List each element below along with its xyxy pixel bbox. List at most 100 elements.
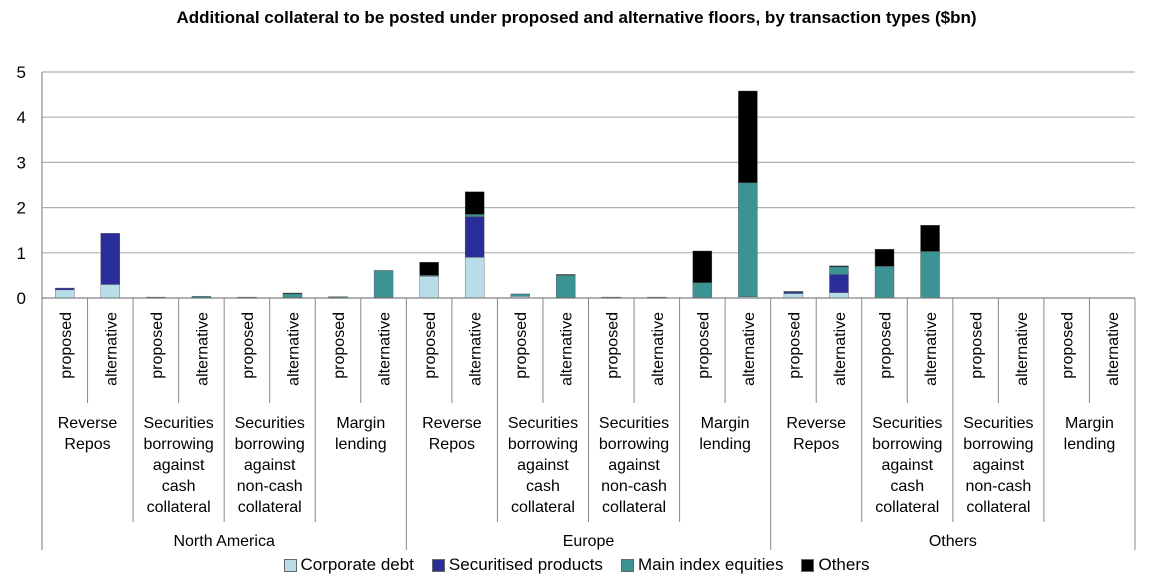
region-label: Europe [563, 533, 615, 550]
transaction-type-label: lending [699, 436, 751, 453]
legend-item: Securitised products [431, 555, 603, 575]
transaction-type-label: cash [890, 478, 924, 495]
legend-item: Main index equities [620, 555, 784, 575]
bar-segment [55, 289, 75, 299]
transaction-type-label: collateral [602, 499, 666, 516]
bar-segment [100, 233, 121, 285]
floor-label: alternative [377, 312, 394, 386]
transaction-type-label: Reverse [58, 415, 118, 432]
bar-segment [829, 265, 849, 268]
floor-label: alternative [285, 312, 302, 386]
transaction-type-label: borrowing [599, 436, 669, 453]
bar-segment [692, 250, 713, 283]
transaction-type-label: non-cash [601, 478, 667, 495]
floor-label: alternative [1105, 312, 1122, 386]
transaction-type-label: borrowing [143, 436, 213, 453]
transaction-type-label: against [881, 457, 933, 474]
bar-segment [920, 225, 940, 252]
transaction-type-label: Securities [872, 415, 942, 432]
floor-label: proposed [695, 312, 712, 379]
bar-segment [692, 282, 713, 298]
transaction-type-label: lending [1064, 436, 1116, 453]
floor-label: alternative [468, 312, 485, 386]
floor-label: proposed [422, 312, 439, 379]
bar-segment [783, 291, 804, 293]
transaction-type-label: Margin [701, 415, 750, 432]
floor-label: alternative [650, 312, 667, 386]
transaction-type-label: borrowing [508, 436, 578, 453]
transaction-type-label: collateral [147, 499, 211, 516]
transaction-type-label: Securities [144, 415, 214, 432]
bar-segment [874, 266, 895, 299]
transaction-type-label: lending [335, 436, 387, 453]
transaction-type-label: cash [526, 478, 560, 495]
transaction-type-label: against [608, 457, 660, 474]
bar-segment [282, 292, 303, 295]
bar-segment [829, 266, 849, 275]
floor-label: proposed [878, 312, 895, 379]
y-tick-label: 3 [17, 153, 26, 172]
bar-segment [328, 296, 348, 298]
transaction-type-label: Reverse [422, 415, 482, 432]
transaction-type-label: Repos [429, 436, 475, 453]
floor-label: proposed [604, 312, 621, 379]
bar-segment [282, 293, 303, 298]
floor-label: proposed [331, 312, 348, 379]
bar-segment [738, 182, 758, 297]
transaction-type-label: collateral [238, 499, 302, 516]
legend-label: Others [818, 555, 870, 574]
transaction-type-label: against [244, 457, 296, 474]
legend-label: Securitised products [448, 555, 603, 574]
transaction-type-label: non-cash [237, 478, 303, 495]
floor-label: proposed [969, 312, 986, 379]
bar-segment [419, 262, 439, 276]
category-labels: proposed alternative proposed alternative pr… [58, 312, 1122, 550]
floor-label: alternative [559, 312, 576, 386]
floor-label: alternative [741, 312, 758, 386]
bar-segment [191, 295, 212, 298]
bar-segment [829, 292, 849, 299]
legend-label: Main index equities [637, 555, 784, 574]
legend-item: Others [801, 555, 870, 575]
bar-segment [738, 90, 758, 183]
transaction-type-label: Repos [793, 436, 839, 453]
bar-segment [464, 214, 485, 217]
floor-label: alternative [832, 312, 849, 386]
floor-label: proposed [1060, 312, 1077, 379]
bar-segment [783, 293, 804, 299]
transaction-type-label: against [973, 457, 1025, 474]
y-tick-label: 4 [17, 108, 26, 127]
floor-label: alternative [103, 312, 120, 386]
floor-label: proposed [513, 312, 530, 379]
bar-segment [100, 284, 121, 299]
transaction-type-label: Securities [599, 415, 669, 432]
axes: 0 1 2 3 4 5 [17, 63, 1136, 550]
bar-segment [510, 293, 530, 297]
transaction-type-label: against [517, 457, 569, 474]
floor-label: alternative [923, 312, 940, 386]
y-tick-label: 2 [17, 199, 26, 218]
bar-segment [55, 287, 75, 291]
transaction-type-label: borrowing [872, 436, 942, 453]
bar-segment [464, 257, 485, 299]
legend-swatch [431, 558, 445, 572]
floor-label: alternative [1014, 312, 1031, 386]
floor-label: proposed [786, 312, 803, 379]
transaction-type-label: borrowing [963, 436, 1033, 453]
bar-segment [373, 270, 394, 298]
transaction-type-label: Repos [64, 436, 110, 453]
floor-label: proposed [240, 312, 257, 379]
floor-label: proposed [58, 312, 75, 379]
legend-label: Corporate debt [300, 555, 414, 574]
y-tick-label: 5 [17, 63, 26, 82]
bar-segment [464, 191, 485, 215]
gridlines [42, 71, 1135, 299]
transaction-type-label: collateral [966, 499, 1030, 516]
transaction-type-label: Margin [1065, 415, 1114, 432]
transaction-type-label: cash [162, 478, 196, 495]
bar-segment [419, 276, 439, 299]
floor-label: alternative [194, 312, 211, 386]
transaction-type-label: collateral [875, 499, 939, 516]
transaction-type-label: Securities [963, 415, 1033, 432]
